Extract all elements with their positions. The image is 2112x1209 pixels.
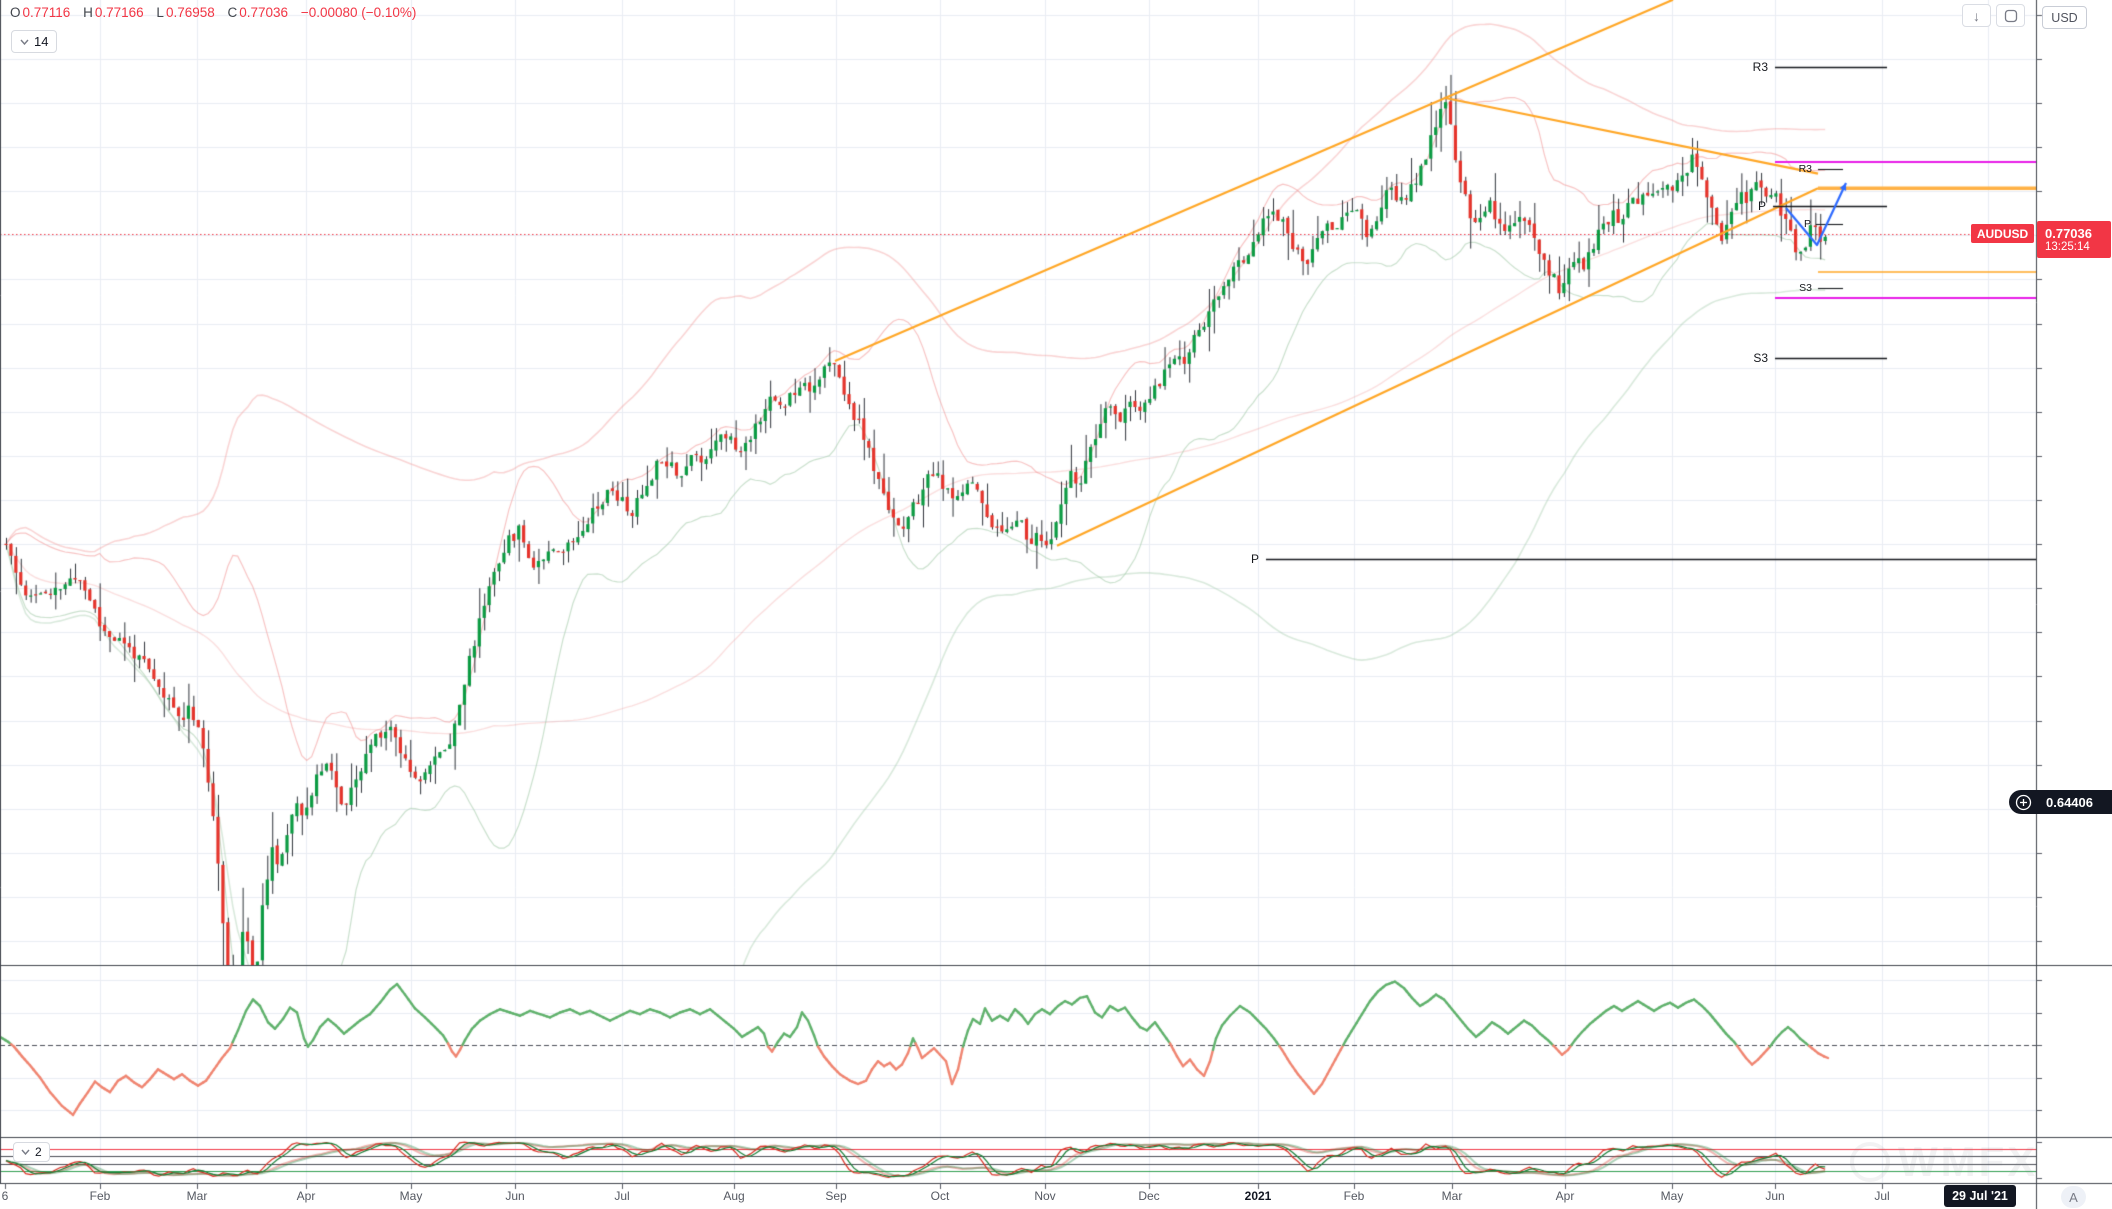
time-tick-label: May xyxy=(1660,1189,1684,1203)
time-tick-label: Dec xyxy=(1138,1189,1160,1203)
last-price-value: 0.77036 xyxy=(2045,225,2092,241)
indicator-period-dropdown[interactable]: 14 xyxy=(11,30,58,53)
time-axis[interactable]: 6 Feb Mar Apr May Jun Jul Aug Sep Oct Nov Dec 2021 Fe… xyxy=(0,1183,2036,1209)
low-label: L xyxy=(156,5,164,20)
time-tick-label: 2021 xyxy=(1244,1189,1272,1203)
crosshair-date-badge: 29 Jul '21 xyxy=(1944,1185,2016,1207)
arrow-down-icon: ↓ xyxy=(1973,7,1980,24)
time-tick-label: Aug xyxy=(723,1189,745,1203)
change-value: −0.00080 (−0.10%) xyxy=(300,5,417,20)
panel2-legend-dropdown[interactable]: 2 xyxy=(13,1142,50,1162)
auto-scale-label: A xyxy=(2069,1189,2078,1205)
pivot-level-label: S3 xyxy=(1753,350,1768,365)
symbol-badge: AUDUSD xyxy=(1971,224,2034,243)
chevron-down-icon xyxy=(21,1149,30,1155)
crosshair-price-value: 0.64406 xyxy=(2046,794,2093,810)
pivot-level-label: P xyxy=(1757,198,1766,213)
time-tick-label: Apr xyxy=(1555,1189,1575,1203)
crosshair-date-value: 29 Jul '21 xyxy=(1952,1189,2008,1203)
time-tick-label: Nov xyxy=(1034,1189,1056,1203)
low-value: 0.76958 xyxy=(165,5,215,20)
time-tick-label: 6 xyxy=(1,1189,9,1203)
pivot-level-label: R3 xyxy=(1798,163,1812,176)
indicator-period-value: 14 xyxy=(34,34,49,49)
ohlc-legend: O 0.77116 H 0.77166 L 0.76958 C 0.77036 −0.0… xyxy=(10,5,418,20)
time-tick-label: Mar xyxy=(1441,1189,1463,1203)
crosshair-price-badge: 0.64406 xyxy=(2036,790,2112,814)
time-tick-label: Mar xyxy=(186,1189,208,1203)
high-label: H xyxy=(83,5,93,20)
time-tick-label: Jun xyxy=(1765,1189,1785,1203)
time-tick-label: May xyxy=(399,1189,423,1203)
watermark-logo-icon xyxy=(1850,1142,1890,1182)
currency-toggle-badge[interactable]: USD xyxy=(2042,6,2087,29)
plus-circle-icon xyxy=(2015,794,2031,810)
open-label: O xyxy=(10,5,21,20)
time-tick-label: Jun xyxy=(505,1189,525,1203)
currency-label: USD xyxy=(2051,10,2078,25)
pivot-level-label: P xyxy=(1250,552,1259,567)
maximize-icon xyxy=(2004,9,2017,22)
panel2-legend-value: 2 xyxy=(35,1145,42,1159)
time-tick-label: Feb xyxy=(1343,1189,1365,1203)
time-tick-label: Oct xyxy=(930,1189,950,1203)
time-tick-label: Jul xyxy=(1874,1189,1890,1203)
auto-scale-button[interactable]: A xyxy=(2061,1186,2086,1208)
scroll-to-recent-button[interactable]: ↓ xyxy=(1962,4,1991,27)
add-alert-button[interactable] xyxy=(2009,790,2037,814)
broker-watermark: WMFX xyxy=(1850,1138,2038,1186)
time-tick-label: Apr xyxy=(296,1189,316,1203)
maximize-pane-button[interactable] xyxy=(1996,4,2025,27)
open-value: 0.77116 xyxy=(22,5,71,20)
pivot-labels-layer: R3 P S3 P R3 P S3 xyxy=(1250,59,1812,567)
pivot-level-label: S3 xyxy=(1799,281,1812,294)
close-value: 0.77036 xyxy=(239,5,289,20)
close-label: C xyxy=(227,5,238,20)
last-price-badge: 0.77036 13:25:14 xyxy=(2037,221,2111,258)
price-axis[interactable]: 0.820000.810000.800000.790000.780000.770… xyxy=(2036,0,2112,1183)
pivot-level-label: R3 xyxy=(1752,59,1768,74)
time-tick-label: Sep xyxy=(825,1189,847,1203)
pivot-level-label: P xyxy=(1803,217,1811,230)
high-value: 0.77166 xyxy=(94,5,144,20)
symbol-label: AUDUSD xyxy=(1976,226,2029,241)
time-tick-label: Jul xyxy=(614,1189,630,1203)
last-price-time: 13:25:14 xyxy=(2045,240,2090,253)
chevron-down-icon xyxy=(20,39,29,45)
watermark-text: WMFX xyxy=(1898,1138,2039,1185)
time-tick-label: Feb xyxy=(89,1189,111,1203)
